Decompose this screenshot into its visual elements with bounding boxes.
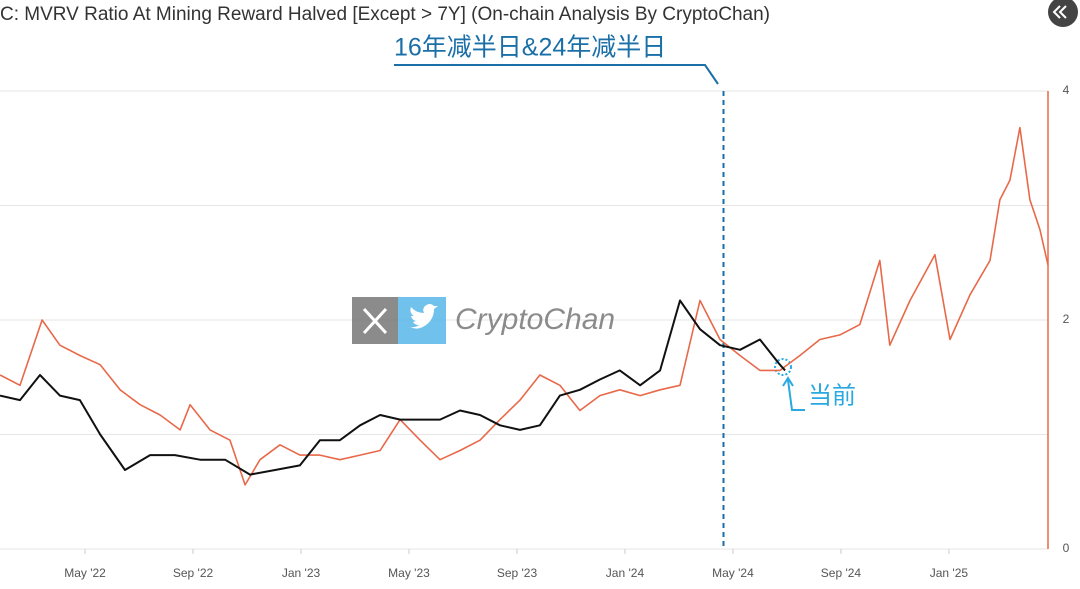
annotation-pointer: [394, 64, 719, 85]
series-line: [0, 299, 786, 476]
current-circle: [774, 358, 792, 376]
x-tick-label: May '23: [388, 566, 430, 580]
chart-title: C: MVRV Ratio At Mining Reward Halved [E…: [0, 4, 770, 25]
bird-logo: [409, 304, 438, 329]
halving-annotation: 16年减半日&24年减半日: [394, 34, 666, 62]
button-icon: [1052, 5, 1067, 19]
current-arrow: [782, 376, 805, 411]
y-tick-label: 0: [1063, 541, 1070, 555]
x-tick-label: Sep '23: [497, 566, 538, 580]
y-tick-label: 4: [1063, 83, 1070, 97]
collapse-button[interactable]: [1048, 0, 1078, 27]
x-tick-label: Jan '25: [930, 566, 969, 580]
x-tick-label: May '22: [64, 566, 106, 580]
x-tick-label: Sep '24: [821, 566, 862, 580]
button-bg[interactable]: [1048, 0, 1078, 27]
watermark: CryptoChan: [352, 297, 615, 344]
x-tick-label: May '24: [712, 566, 754, 580]
x-tick-label: Sep '22: [173, 566, 214, 580]
x-logo: [362, 307, 388, 335]
current-annotation: 当前: [808, 382, 856, 409]
y-tick-label: 2: [1063, 312, 1070, 326]
x-tick-label: Jan '24: [606, 566, 645, 580]
x-tick-label: Jan '23: [282, 566, 321, 580]
series-line: [0, 126, 1049, 486]
watermark-text: CryptoChan: [455, 303, 615, 336]
